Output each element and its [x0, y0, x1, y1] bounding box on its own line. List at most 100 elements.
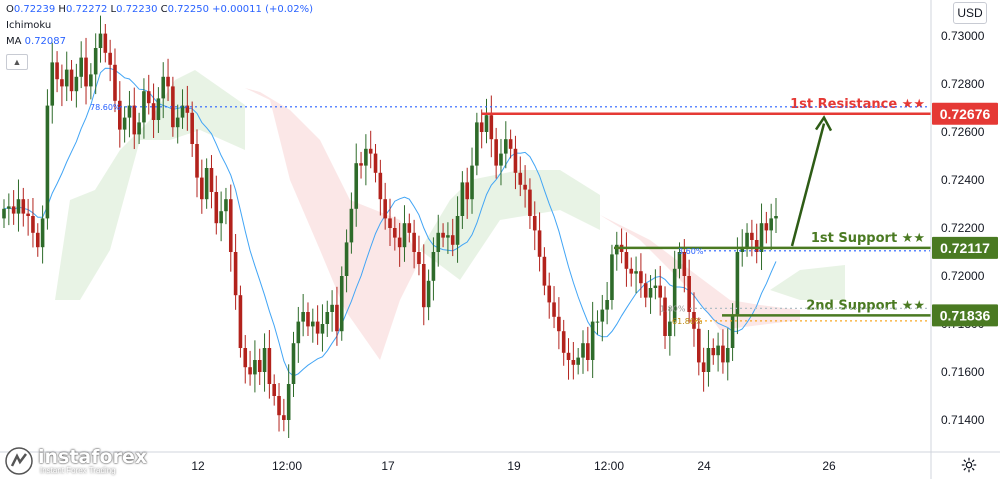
- candle-body: [484, 115, 489, 132]
- candle-body: [600, 309, 605, 322]
- candle-body: [470, 165, 474, 200]
- candle-body: [330, 304, 334, 312]
- candle-body: [740, 247, 745, 252]
- candle-body: [508, 139, 513, 149]
- candle-body: [465, 182, 469, 200]
- close-value: 0.72250: [167, 4, 209, 15]
- candle-body: [663, 297, 667, 336]
- candle-body: [378, 172, 383, 200]
- candle-body: [629, 268, 634, 274]
- ichimoku-legend[interactable]: Ichimoku: [6, 20, 52, 31]
- candle-body: [228, 199, 233, 252]
- candle-body: [388, 218, 392, 228]
- candle-body: [504, 139, 508, 154]
- candle-body: [421, 264, 426, 308]
- fib-label: 3.60%: [678, 247, 704, 256]
- candle-body: [450, 235, 455, 245]
- y-tick-label: 0.73000: [941, 29, 985, 43]
- candle-body: [200, 177, 204, 200]
- candle-body: [359, 163, 363, 166]
- candle-body: [146, 91, 151, 104]
- candle-body: [315, 321, 320, 334]
- candle-body: [716, 345, 720, 356]
- candle-body: [528, 189, 532, 216]
- candle-body: [282, 415, 286, 420]
- candle-body: [64, 69, 69, 87]
- candle-body: [84, 57, 88, 87]
- y-tick-label: 0.72200: [941, 221, 985, 235]
- candle-body: [750, 232, 754, 240]
- candle-body: [566, 352, 571, 360]
- low-label: L: [110, 4, 117, 15]
- candle-body: [624, 252, 629, 269]
- candle-body: [759, 223, 764, 252]
- candle-body: [460, 182, 465, 216]
- candle-body: [431, 252, 436, 281]
- y-tick-label: 0.72600: [941, 125, 985, 139]
- candle-body: [383, 199, 387, 219]
- candle-body: [354, 163, 359, 209]
- ma-value: 0.72087: [24, 36, 67, 47]
- candle-body: [697, 328, 701, 363]
- candle-body: [499, 153, 503, 166]
- candle-body: [301, 312, 305, 322]
- candle-body: [142, 91, 146, 123]
- y-tick-label: 0.71400: [941, 413, 985, 427]
- candle-body: [634, 271, 638, 274]
- candle-body: [171, 86, 175, 128]
- high-label: H: [58, 4, 66, 15]
- gear-icon[interactable]: [960, 456, 978, 474]
- candle-body: [277, 396, 281, 416]
- candle-body: [687, 276, 691, 312]
- candle-body: [291, 343, 296, 384]
- candle-body: [214, 192, 219, 224]
- candle-body: [267, 348, 272, 384]
- candle-body: [204, 168, 209, 200]
- ma-legend[interactable]: MA 0.72087: [6, 34, 313, 50]
- candle-body: [166, 76, 170, 87]
- candle-body: [730, 314, 735, 348]
- candle-body: [93, 48, 98, 75]
- chevron-up-icon: ▲: [12, 57, 22, 67]
- candle-body: [402, 223, 407, 248]
- candle-body: [35, 232, 40, 248]
- candle-body: [547, 285, 552, 303]
- high-value: 0.72272: [65, 4, 108, 15]
- ohlc-row: O0.72239 H0.72272 L0.72230 C0.72250 +0.0…: [6, 2, 313, 18]
- candle-body: [614, 244, 619, 255]
- y-tick-label: 0.72000: [941, 269, 985, 283]
- candle-body: [523, 184, 527, 190]
- candle-body: [113, 64, 117, 101]
- collapse-legend-button[interactable]: ▲: [6, 54, 28, 70]
- close-label: C: [160, 4, 168, 15]
- price-tag-text: 0.72676: [940, 106, 991, 122]
- candle-body: [397, 237, 402, 248]
- candle-body: [581, 343, 585, 358]
- candle-body: [7, 206, 11, 209]
- candle-body: [368, 148, 373, 154]
- candle-body: [426, 280, 431, 308]
- currency-button[interactable]: USD: [953, 2, 987, 24]
- candle-body: [561, 331, 566, 353]
- candle-body: [735, 252, 740, 315]
- candle-body: [190, 112, 194, 144]
- fib-label: 78.60%: [90, 103, 121, 112]
- candle-body: [55, 62, 59, 80]
- candle-body: [127, 105, 132, 118]
- open-label: O: [6, 4, 14, 15]
- ichimoku-cloud: [770, 265, 845, 300]
- low-value: 0.72230: [116, 4, 158, 15]
- candle-body: [393, 228, 397, 238]
- candle-body: [692, 312, 696, 329]
- fib-label: 1.80%: [660, 304, 686, 313]
- candle-body: [60, 79, 64, 87]
- candle-body: [335, 304, 339, 332]
- candle-body: [344, 242, 349, 276]
- x-tick-label: 19: [507, 459, 521, 473]
- candle-body: [513, 148, 518, 173]
- candle-body: [262, 348, 267, 372]
- candle-body: [233, 252, 238, 296]
- candle-body: [286, 384, 291, 420]
